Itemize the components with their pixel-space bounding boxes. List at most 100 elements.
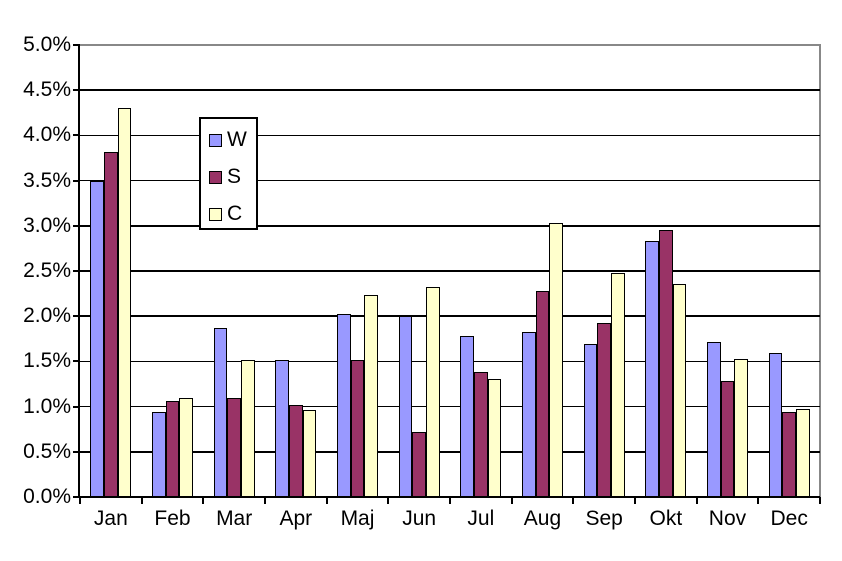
x-axis-tick [140,497,143,504]
y-axis-tick [73,224,80,227]
legend-swatch-s-icon [209,170,222,184]
bar-s-jun [412,431,427,497]
bar-c-jun [426,287,440,497]
x-axis-tick [79,497,81,504]
bar-s-okt [658,230,673,497]
y-axis-tick [73,496,80,498]
y-axis-tick-label: 3.0% [23,213,71,237]
bar-s-jul [473,372,488,497]
x-axis-tick [634,497,636,504]
bar-s-mar [227,398,242,497]
bar-w-jun [398,316,413,497]
legend-swatch-w-icon [209,133,222,147]
bar-c-jul [487,379,502,497]
y-axis-tick [73,179,80,182]
bar-c-maj [364,295,379,497]
bar-w-nov [706,341,721,497]
x-axis-category-label: Jan [93,507,128,530]
gridline [80,225,820,227]
y-axis-tick-label: 1.0% [23,394,71,418]
y-axis-tick-label: 0.0% [23,485,71,508]
gridline [80,451,820,453]
legend-swatch-c-icon [209,207,222,221]
gridline [80,270,820,272]
x-axis-tick [325,497,328,504]
x-axis-tick [449,497,451,504]
y-axis-tick-label: 0.5% [23,439,71,463]
x-axis-tick [757,497,760,504]
gridline [80,405,820,408]
y-axis-tick-label: 4.5% [23,78,71,102]
bar-c-okt [672,283,687,497]
gridline [80,179,820,182]
y-axis-tick-label: 3.5% [23,168,71,192]
x-axis-tick [572,497,575,504]
y-axis-tick-label: 2.0% [23,304,71,328]
bar-s-aug [535,290,550,497]
x-axis-category-label: Jun [402,507,437,530]
bar-c-apr [302,410,317,497]
y-axis-tick-label: 5.0% [23,33,71,56]
bar-w-sep [583,344,598,497]
legend-item-label: C [227,202,243,225]
bar-w-jul [460,336,474,497]
gridline [80,134,820,137]
y-axis-tick-label: 1.5% [23,349,71,373]
x-axis-category-label: Maj [340,507,375,530]
bar-w-okt [645,241,659,497]
bar-w-mar [213,327,228,497]
y-axis-tick [73,450,80,453]
bar-s-apr [288,404,303,497]
y-axis-tick [73,44,80,46]
y-axis-tick [73,360,80,363]
x-axis-category-label: Nov [708,507,747,530]
y-axis-tick [73,134,80,137]
bar-w-aug [521,332,536,497]
y-axis-tick-label: 2.5% [23,259,71,282]
legend-item-s: S [209,164,256,190]
x-axis-tick [387,497,390,504]
bar-w-feb [151,412,166,497]
y-axis-tick [73,270,80,272]
bar-w-dec [768,353,783,497]
bar-w-apr [275,359,289,497]
x-axis-tick [264,497,266,504]
bar-c-dec [796,409,810,497]
plot-border-top [80,44,821,46]
bar-c-sep [611,272,625,497]
bar-s-nov [720,381,735,497]
y-axis-tick [73,315,80,318]
bar-c-mar [241,359,255,497]
x-axis-category-label: Jul [467,507,495,530]
gridline [80,315,820,317]
legend-item-c: C [209,201,256,227]
x-axis-category-label: Feb [154,507,191,530]
x-axis-tick [695,497,698,504]
gridline [80,89,820,91]
bar-s-dec [782,412,797,497]
bar-s-maj [350,360,365,497]
bar-s-sep [597,322,612,497]
legend-item-w: W [209,127,256,153]
y-axis-line [78,44,80,497]
bar-w-jan [90,180,104,497]
x-axis-category-label: Aug [523,507,562,530]
x-axis-category-label: Apr [279,507,313,530]
bar-w-maj [336,314,351,497]
y-axis-tick-label: 4.0% [23,123,71,147]
gridline [80,360,820,363]
legend-item-label: W [227,128,247,151]
x-axis-category-label: Sep [585,507,623,530]
x-axis-tick [819,497,821,504]
legend-item-label: S [227,165,242,188]
y-axis-tick [73,405,80,408]
bar-c-jan [117,108,132,497]
bar-c-nov [734,358,749,497]
x-axis-tick [202,497,205,504]
bar-s-feb [165,401,180,497]
y-axis-tick [73,89,80,92]
x-axis-category-label: Mar [216,507,253,530]
plot-border-right [819,44,821,497]
